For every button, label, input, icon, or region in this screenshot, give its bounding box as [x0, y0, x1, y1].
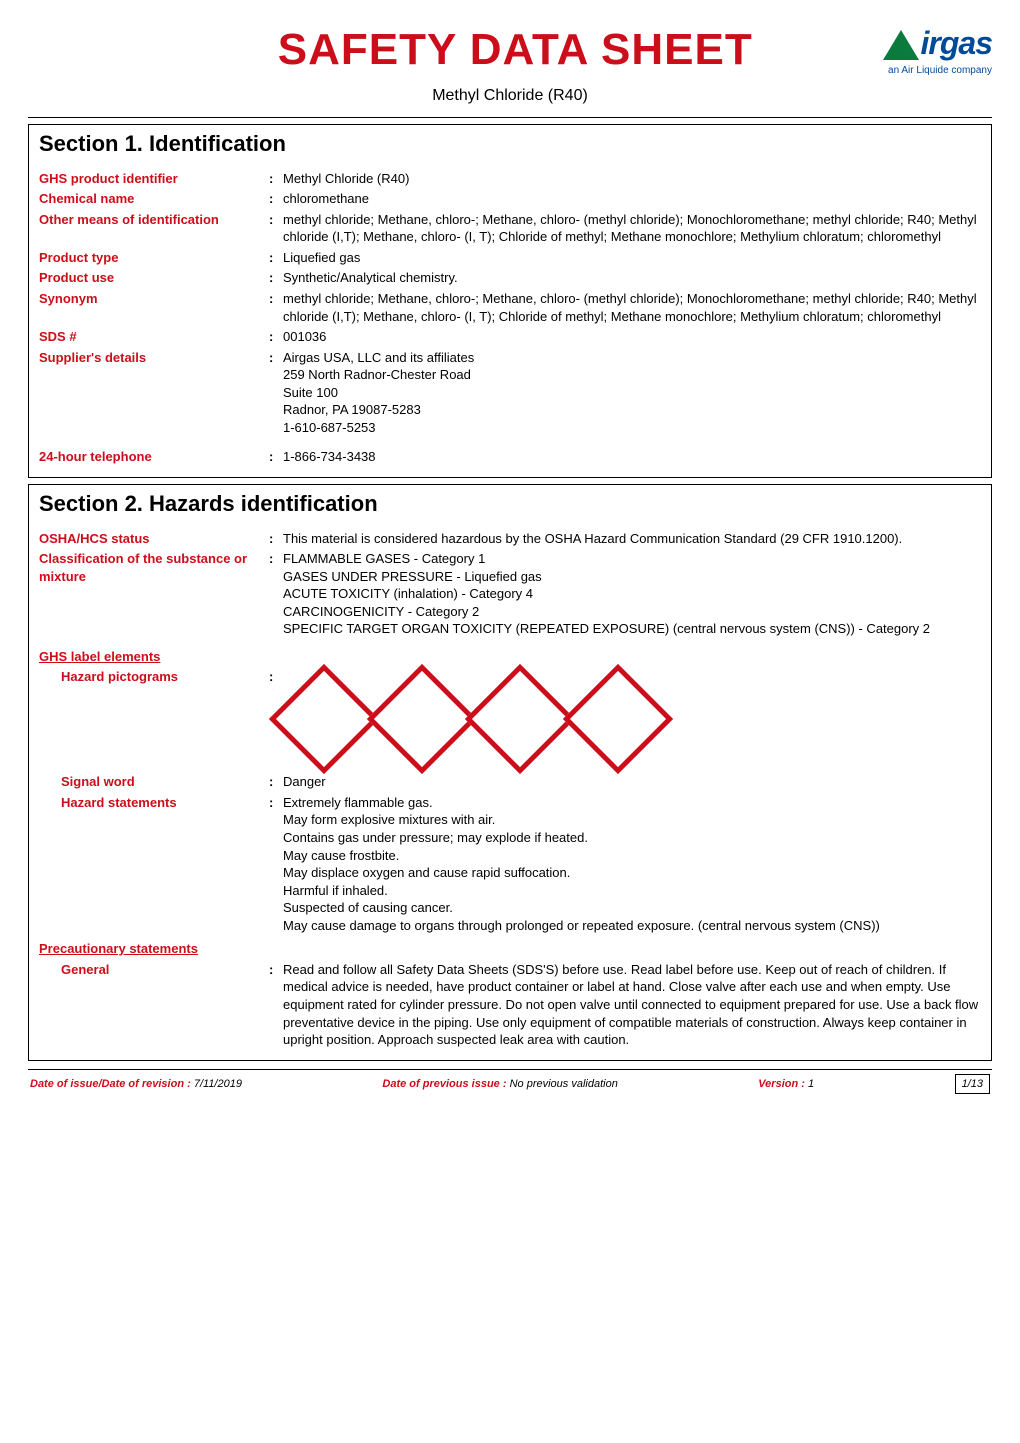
label-hazard-pictograms: Hazard pictograms [61, 668, 269, 686]
value-synonym: methyl chloride; Methane, chloro-; Metha… [283, 290, 981, 325]
row-osha-status: OSHA/HCS status : This material is consi… [39, 530, 981, 548]
colon: : [269, 349, 283, 367]
page-container: SAFETY DATA SHEET irgas an Air Liquide c… [0, 0, 1020, 1104]
label-signal-word: Signal word [61, 773, 269, 791]
section-2: Section 2. Hazards identification OSHA/H… [28, 484, 992, 1061]
colon: : [269, 211, 283, 229]
label-ghs-product-identifier: GHS product identifier [39, 170, 269, 188]
value-product-use: Synthetic/Analytical chemistry. [283, 269, 981, 287]
label-classification: Classification of the substance or mixtu… [39, 550, 269, 585]
colon: : [269, 794, 283, 812]
label-product-use: Product use [39, 269, 269, 287]
value-sds-number: 001036 [283, 328, 981, 346]
row-synonym: Synonym : methyl chloride; Methane, chlo… [39, 290, 981, 325]
value-ghs-product-identifier: Methyl Chloride (R40) [283, 170, 981, 188]
section-1-body: GHS product identifier : Methyl Chloride… [29, 163, 991, 477]
section-2-body: OSHA/HCS status : This material is consi… [29, 523, 991, 1060]
value-hazard-pictograms [283, 668, 981, 770]
label-sds-number: SDS # [39, 328, 269, 346]
label-product-type: Product type [39, 249, 269, 267]
colon: : [269, 550, 283, 568]
value-hazard-statements: Extremely flammable gas. May form explos… [283, 794, 981, 934]
footer-page-value: 1/13 [962, 1078, 983, 1090]
title-row: SAFETY DATA SHEET irgas an Air Liquide c… [28, 20, 992, 79]
row-hazard-statements: Hazard statements : Extremely flammable … [39, 794, 981, 934]
label-osha-status: OSHA/HCS status [39, 530, 269, 548]
row-ghs-label-elements: GHS label elements [39, 648, 981, 666]
value-osha-status: This material is considered hazardous by… [283, 530, 981, 548]
document-title: SAFETY DATA SHEET [148, 20, 883, 79]
footer-version-value: : 1 [801, 1078, 814, 1090]
footer-version: Version : 1 [758, 1077, 814, 1092]
row-other-means: Other means of identification : methyl c… [39, 211, 981, 246]
colon: : [269, 961, 283, 979]
row-signal-word: Signal word : Danger [39, 773, 981, 791]
value-signal-word: Danger [283, 773, 981, 791]
row-ghs-product-identifier: GHS product identifier : Methyl Chloride… [39, 170, 981, 188]
footer-version-label: Version [758, 1078, 798, 1090]
page-footer: Date of issue/Date of revision : 7/11/20… [28, 1069, 992, 1095]
row-supplier-details: Supplier's details : Airgas USA, LLC and… [39, 349, 981, 437]
header-rule [28, 117, 992, 118]
ghs-flame-icon [269, 664, 379, 774]
colon: : [269, 530, 283, 548]
value-24hr-phone: 1-866-734-3438 [283, 448, 981, 466]
product-name: Methyl Chloride (R40) [28, 85, 992, 107]
logo-tagline: an Air Liquide company [883, 64, 992, 78]
logo-main: irgas [883, 22, 992, 65]
colon: : [269, 269, 283, 287]
row-hazard-pictograms: Hazard pictograms : [39, 668, 981, 770]
section-1: Section 1. Identification GHS product id… [28, 124, 992, 478]
footer-issue-label: Date of issue/Date of revision [30, 1078, 184, 1090]
row-general: General : Read and follow all Safety Dat… [39, 961, 981, 1049]
row-sds-number: SDS # : 001036 [39, 328, 981, 346]
footer-prev-label: Date of previous issue [382, 1078, 499, 1090]
value-classification: FLAMMABLE GASES - Category 1 GASES UNDER… [283, 550, 981, 638]
label-hazard-statements: Hazard statements [61, 794, 269, 812]
row-classification: Classification of the substance or mixtu… [39, 550, 981, 638]
section-1-heading: Section 1. Identification [29, 125, 991, 163]
ghs-health-hazard-icon [465, 664, 575, 774]
section-2-heading: Section 2. Hazards identification [29, 485, 991, 523]
colon: : [269, 249, 283, 267]
label-supplier-details: Supplier's details [39, 349, 269, 367]
footer-issue-value: : 7/11/2019 [187, 1078, 242, 1090]
value-supplier-details: Airgas USA, LLC and its affiliates 259 N… [283, 349, 981, 437]
ghs-exclamation-icon [563, 664, 673, 774]
label-24hr-phone: 24-hour telephone [39, 448, 269, 466]
colon: : [269, 328, 283, 346]
row-24hr-phone: 24-hour telephone : 1-866-734-3438 [39, 448, 981, 466]
label-general: General [61, 961, 269, 979]
label-ghs-label-elements: GHS label elements [39, 648, 269, 666]
colon: : [269, 773, 283, 791]
row-precautionary-statements: Precautionary statements [39, 940, 981, 958]
footer-issue: Date of issue/Date of revision : 7/11/20… [30, 1077, 242, 1092]
value-product-type: Liquefied gas [283, 249, 981, 267]
company-logo: irgas an Air Liquide company [883, 22, 992, 77]
ghs-gas-cylinder-icon [367, 664, 477, 774]
logo-wordmark: irgas [921, 22, 992, 65]
footer-page-number: 1/13 [955, 1074, 990, 1095]
footer-prev: Date of previous issue : No previous val… [382, 1077, 617, 1092]
colon: : [269, 170, 283, 188]
row-product-type: Product type : Liquefied gas [39, 249, 981, 267]
row-chemical-name: Chemical name : chloromethane [39, 190, 981, 208]
row-product-use: Product use : Synthetic/Analytical chemi… [39, 269, 981, 287]
value-general: Read and follow all Safety Data Sheets (… [283, 961, 981, 1049]
label-other-means: Other means of identification [39, 211, 269, 229]
label-precautionary-statements: Precautionary statements [39, 940, 269, 958]
value-other-means: methyl chloride; Methane, chloro-; Metha… [283, 211, 981, 246]
colon: : [269, 290, 283, 308]
label-chemical-name: Chemical name [39, 190, 269, 208]
colon: : [269, 448, 283, 466]
colon: : [269, 190, 283, 208]
pictogram-row [279, 668, 981, 770]
footer-prev-value: : No previous validation [503, 1078, 618, 1090]
logo-triangle-icon [883, 30, 919, 60]
value-chemical-name: chloromethane [283, 190, 981, 208]
label-synonym: Synonym [39, 290, 269, 308]
